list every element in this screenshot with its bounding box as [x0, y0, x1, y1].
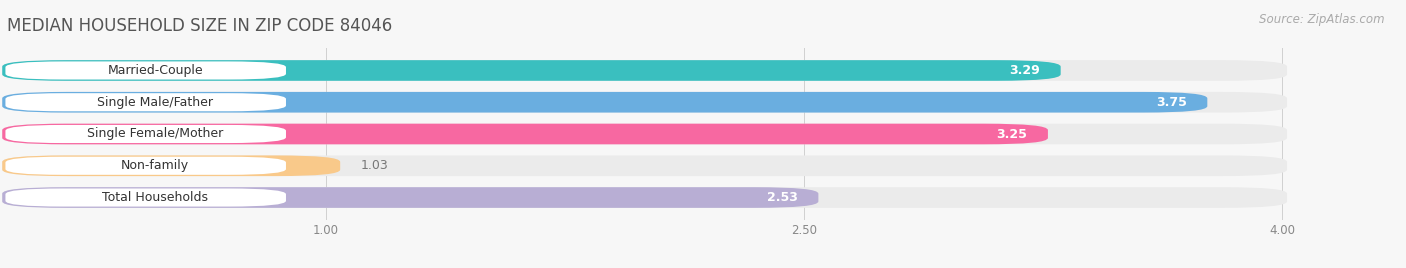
- FancyBboxPatch shape: [3, 187, 1286, 208]
- Text: Non-family: Non-family: [121, 159, 190, 172]
- Text: 1.03: 1.03: [361, 159, 388, 172]
- Text: Source: ZipAtlas.com: Source: ZipAtlas.com: [1260, 13, 1385, 27]
- Text: 3.29: 3.29: [1010, 64, 1040, 77]
- Text: 3.75: 3.75: [1156, 96, 1187, 109]
- FancyBboxPatch shape: [3, 60, 1286, 81]
- Text: Single Female/Mother: Single Female/Mother: [87, 128, 224, 140]
- Text: 2.53: 2.53: [766, 191, 797, 204]
- FancyBboxPatch shape: [3, 187, 818, 208]
- FancyBboxPatch shape: [6, 61, 285, 80]
- FancyBboxPatch shape: [3, 155, 340, 176]
- FancyBboxPatch shape: [3, 92, 1208, 113]
- Text: Single Male/Father: Single Male/Father: [97, 96, 214, 109]
- FancyBboxPatch shape: [6, 157, 285, 175]
- FancyBboxPatch shape: [3, 60, 1060, 81]
- FancyBboxPatch shape: [6, 125, 285, 143]
- FancyBboxPatch shape: [6, 93, 285, 111]
- Text: Married-Couple: Married-Couple: [107, 64, 202, 77]
- FancyBboxPatch shape: [3, 124, 1286, 144]
- FancyBboxPatch shape: [3, 124, 1047, 144]
- Text: MEDIAN HOUSEHOLD SIZE IN ZIP CODE 84046: MEDIAN HOUSEHOLD SIZE IN ZIP CODE 84046: [7, 17, 392, 35]
- FancyBboxPatch shape: [6, 188, 285, 207]
- Text: Total Households: Total Households: [103, 191, 208, 204]
- Text: 3.25: 3.25: [997, 128, 1028, 140]
- FancyBboxPatch shape: [3, 92, 1286, 113]
- FancyBboxPatch shape: [3, 155, 1286, 176]
